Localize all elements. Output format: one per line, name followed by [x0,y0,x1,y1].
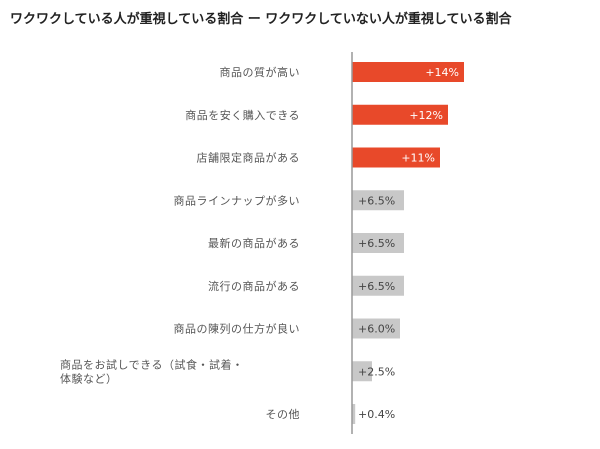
category-label: 店舗限定商品がある [197,151,301,165]
bar [352,190,404,211]
value-label: +12% [409,109,443,122]
bar [352,318,400,339]
bar [352,147,440,168]
chart-title: ワクワクしている人が重視している割合 ー ワクワクしていない人が重視している割合 [10,12,512,27]
value-label: +0.4% [358,408,395,421]
bar [352,404,356,424]
bar [352,361,372,382]
bar [352,233,404,253]
bar [352,275,404,296]
value-label: +6.5% [358,194,395,207]
value-label: +6.5% [358,237,395,250]
category-label: 商品ラインナップが多い [174,193,301,207]
category-label: 商品の陳列の仕方が良い [174,322,301,336]
category-label: その他 [266,408,301,421]
category-label: 最新の商品がある [208,236,300,250]
value-label: +11% [401,152,435,165]
value-label: +6.5% [358,280,395,293]
value-label: +14% [425,66,459,79]
bar [352,104,448,125]
category-label: 流行の商品がある [208,279,300,293]
bar [352,62,464,82]
value-label: +6.0% [358,323,395,336]
category-label: 商品を安く購入できる [185,108,300,122]
category-label: 商品の質が高い [220,65,301,79]
category-label: 商品をお試しできる（試食・試着・体験など） [60,357,243,385]
value-label: +2.5% [358,365,395,378]
